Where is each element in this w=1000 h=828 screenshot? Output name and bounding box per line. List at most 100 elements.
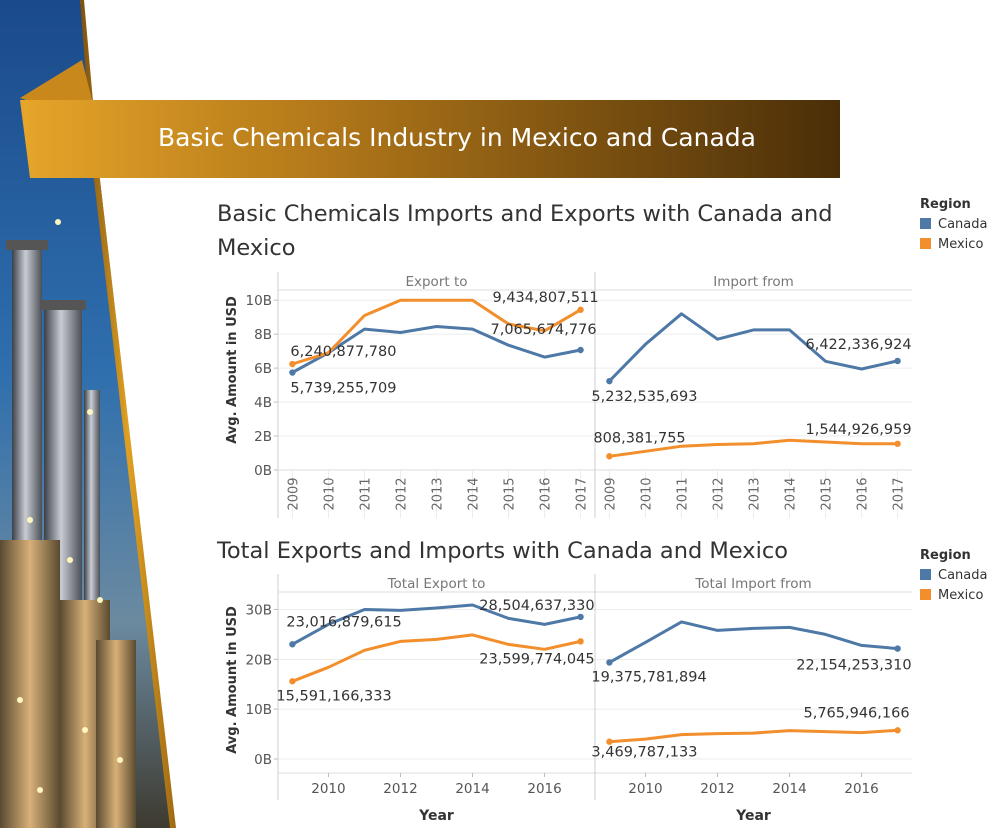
x-tick-label: 2015: [503, 477, 518, 510]
data-point-end-mexico: [577, 638, 584, 645]
legend-label: Mexico: [938, 588, 984, 603]
x-tick-label: 2015: [820, 477, 835, 510]
panel-header: Total Export to: [387, 576, 486, 592]
x-tick-label: 2014: [784, 477, 799, 510]
data-point-end-mexico: [577, 306, 584, 313]
x-axis-title: Year: [735, 808, 771, 824]
legend-label: Canada: [938, 568, 988, 583]
y-tick-label: 20B: [246, 652, 272, 668]
data-label: 28,504,637,330: [479, 598, 594, 614]
x-tick-label: 2009: [603, 477, 618, 510]
data-point-start-canada: [606, 659, 613, 666]
data-point-end-canada: [894, 357, 901, 365]
data-label: 1,544,926,959: [805, 422, 911, 438]
data-label: 3,469,787,133: [591, 745, 697, 761]
data-label: 5,739,255,709: [290, 381, 396, 397]
chart-title-basic-chemicals: Basic Chemicals Imports and Exports with…: [217, 201, 833, 261]
data-label: 808,381,755: [593, 430, 685, 446]
x-tick-label: 2010: [311, 781, 345, 797]
x-tick-label: 2017: [892, 477, 907, 510]
legend-bottom: Region Canada Mexico: [920, 546, 1000, 606]
x-tick-label: 2012: [383, 781, 417, 797]
series-line-mexico: [290, 298, 583, 366]
legend-swatch-canada: [920, 569, 931, 580]
data-point-end-canada: [577, 346, 584, 354]
y-tick-label: 4B: [254, 395, 272, 411]
x-tick-label: 2016: [856, 477, 871, 510]
data-point-start-canada: [606, 377, 613, 385]
y-tick-label: 0B: [254, 752, 272, 768]
x-tick-label: 2013: [748, 477, 763, 510]
y-tick-label: 10B: [246, 702, 272, 718]
gold-accent: [20, 60, 92, 100]
y-tick-label: 2B: [254, 429, 272, 445]
legend-swatch-mexico: [920, 238, 931, 249]
banner-title: Basic Chemicals Industry in Mexico and C…: [158, 123, 756, 152]
x-tick-label: 2010: [639, 477, 654, 510]
data-label: 15,591,166,333: [276, 688, 391, 704]
data-label: 7,065,674,776: [490, 322, 596, 338]
series-line-canada: [290, 603, 583, 646]
series-line-mexico: [290, 633, 583, 683]
data-point-end-mexico: [894, 727, 901, 734]
series-line-canada: [290, 325, 583, 374]
y-tick-label: 10B: [246, 293, 272, 309]
x-tick-label: 2009: [286, 477, 301, 510]
x-tick-label: 2016: [527, 781, 561, 797]
x-tick-label: 2011: [675, 477, 690, 510]
data-label: 22,154,253,310: [796, 658, 911, 674]
data-label: 6,422,336,924: [805, 337, 911, 353]
x-tick-label: 2012: [394, 477, 409, 510]
data-point-start-canada: [289, 641, 296, 648]
legend-item-canada[interactable]: Canada: [920, 215, 1000, 235]
series-line-canada: [607, 312, 900, 383]
series-line-mexico: [607, 438, 900, 458]
y-axis-label: Avg. Amount in USD: [225, 606, 240, 754]
y-tick-label: 6B: [254, 361, 272, 377]
chart-title-total-trade: Total Exports and Imports with Canada an…: [217, 538, 788, 564]
title-banner: [20, 100, 840, 178]
panel-header: Import from: [713, 274, 794, 290]
x-tick-label: 2014: [467, 477, 482, 510]
legend-item-mexico[interactable]: Mexico: [920, 586, 1000, 606]
panel-header: Total Import from: [694, 576, 811, 592]
legend-swatch-mexico: [920, 589, 931, 600]
x-tick-label: 2013: [431, 477, 446, 510]
data-label: 23,016,879,615: [286, 614, 401, 630]
data-point-start-mexico: [606, 453, 613, 460]
legend-label: Mexico: [938, 237, 984, 252]
panel-header: Export to: [405, 274, 467, 290]
y-tick-label: 8B: [254, 327, 272, 343]
data-point-end-canada: [577, 613, 584, 621]
x-tick-label: 2016: [539, 477, 554, 510]
data-label: 9,434,807,511: [492, 290, 598, 306]
legend-item-mexico[interactable]: Mexico: [920, 235, 1000, 255]
x-tick-label: 2010: [628, 781, 662, 797]
data-point-end-canada: [894, 645, 901, 652]
y-tick-label: 0B: [254, 463, 272, 479]
x-tick-label: 2014: [772, 781, 806, 797]
data-point-start-mexico: [606, 738, 613, 745]
data-point-start-mexico: [289, 360, 296, 368]
data-point-end-mexico: [894, 440, 901, 447]
x-axis-title: Year: [418, 808, 454, 824]
data-label: 5,765,946,166: [803, 705, 909, 721]
legend-label: Canada: [938, 217, 988, 232]
data-label: 5,232,535,693: [591, 389, 697, 405]
x-tick-label: 2010: [322, 477, 337, 510]
x-tick-label: 2016: [844, 781, 878, 797]
data-label: 19,375,781,894: [591, 669, 706, 685]
x-tick-label: 2012: [711, 477, 726, 510]
legend-item-canada[interactable]: Canada: [920, 566, 1000, 586]
x-tick-label: 2012: [700, 781, 734, 797]
data-label: 6,240,877,780: [290, 344, 396, 360]
legend-swatch-canada: [920, 218, 931, 229]
y-axis-label: Avg. Amount in USD: [225, 296, 240, 444]
x-tick-label: 2014: [455, 781, 489, 797]
data-point-start-canada: [289, 369, 296, 376]
data-label: 23,599,774,045: [479, 651, 594, 667]
gold-strip: [80, 0, 176, 828]
